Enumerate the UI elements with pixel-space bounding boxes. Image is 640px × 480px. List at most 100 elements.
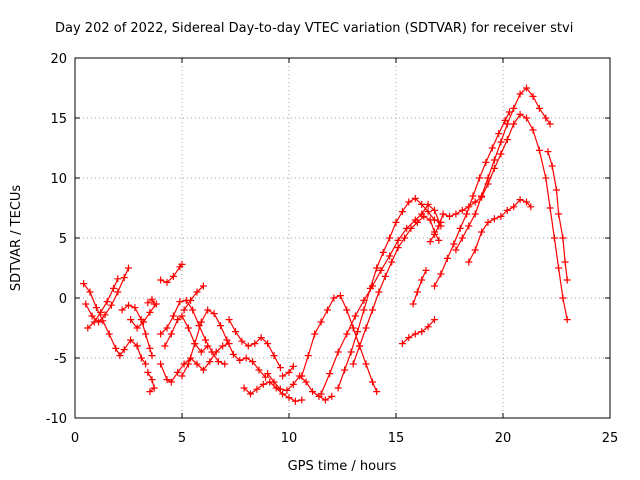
data-point <box>184 324 192 332</box>
data-point <box>424 200 432 208</box>
data-point <box>184 360 192 368</box>
data-point <box>510 120 518 128</box>
data-point <box>298 372 306 380</box>
data-point <box>330 294 338 302</box>
y-tick-label: 0 <box>59 292 67 307</box>
data-point <box>478 228 486 236</box>
data-point <box>236 356 244 364</box>
x-tick-label: 25 <box>602 431 619 446</box>
series-trace <box>401 319 436 345</box>
series-satellite-pass-7 <box>144 368 158 396</box>
data-point <box>285 368 293 376</box>
data-point <box>523 198 530 206</box>
data-point <box>148 352 156 360</box>
data-point <box>550 234 558 242</box>
y-tick-label: 10 <box>50 172 67 187</box>
data-point <box>349 324 357 332</box>
data-point <box>426 238 434 246</box>
series-trace <box>320 203 442 395</box>
series-trace <box>455 87 551 251</box>
data-point <box>199 282 207 290</box>
grid <box>75 58 610 418</box>
data-point <box>516 110 524 118</box>
y-axis-label: SDTVAR / TECUs <box>9 185 24 292</box>
series-satellite-pass-9 <box>157 260 186 286</box>
data-point <box>150 300 158 308</box>
data-point <box>503 136 511 144</box>
data-point <box>334 384 342 392</box>
data-point <box>257 334 265 342</box>
data-point <box>458 206 466 214</box>
x-tick-label: 5 <box>178 431 186 446</box>
data-point <box>324 306 331 314</box>
data-point <box>373 264 381 272</box>
data-point <box>431 282 438 290</box>
series-satellite-pass-28 <box>465 196 535 266</box>
data-point <box>373 388 381 396</box>
data-point <box>529 92 537 100</box>
data-point <box>407 224 415 232</box>
data-point <box>377 266 385 274</box>
data-point <box>169 272 177 280</box>
data-point <box>247 390 254 398</box>
series-satellite-pass-4 <box>118 301 156 360</box>
data-point <box>191 340 199 348</box>
data-point <box>221 360 229 368</box>
series-satellite-pass-12 <box>161 312 212 356</box>
data-point <box>84 324 92 332</box>
data-point <box>178 372 186 380</box>
series-trace <box>183 285 204 311</box>
data-point <box>431 316 438 324</box>
data-point <box>253 385 261 393</box>
data-point <box>163 376 171 384</box>
data-point <box>204 342 212 350</box>
data-point <box>336 292 344 300</box>
data-point <box>279 372 287 380</box>
data-point <box>238 337 246 345</box>
y-tick-label: -10 <box>46 412 67 427</box>
data-point <box>264 370 272 378</box>
data-point <box>405 198 413 206</box>
data-point <box>542 114 550 122</box>
data-point <box>144 368 152 376</box>
data-point <box>328 392 336 400</box>
y-tick-label: -5 <box>54 352 67 367</box>
data-point <box>125 301 132 309</box>
y-tick-label: 20 <box>50 52 67 67</box>
data-point <box>497 150 505 158</box>
data-point <box>424 323 432 331</box>
data-point <box>490 156 498 164</box>
x-axis-label: GPS time / hours <box>288 459 397 474</box>
data-point <box>144 299 152 307</box>
data-point <box>137 354 145 362</box>
data-point <box>140 318 147 326</box>
data-point <box>394 244 402 252</box>
data-point <box>326 370 334 378</box>
data-point <box>249 358 257 366</box>
series-satellite-pass-29 <box>544 148 571 284</box>
data-point <box>255 366 263 374</box>
axes: 0 5 10 15 20 25 -10 -5 0 5 10 15 20 <box>46 52 619 446</box>
data-point <box>114 275 122 283</box>
data-point <box>469 192 477 200</box>
series-satellite-pass-27 <box>431 108 513 290</box>
data-point <box>317 390 325 398</box>
data-point <box>142 330 150 338</box>
data-point <box>176 298 184 306</box>
data-point <box>341 366 349 374</box>
data-point <box>92 304 100 312</box>
data-point <box>193 360 201 368</box>
data-point <box>503 206 511 214</box>
data-point <box>169 312 177 320</box>
data-point <box>309 388 316 396</box>
data-point <box>120 274 128 282</box>
data-point <box>334 348 342 356</box>
data-point <box>146 344 154 352</box>
data-point <box>298 396 306 404</box>
data-point <box>349 360 357 368</box>
data-point <box>107 301 115 309</box>
data-point <box>163 278 171 286</box>
data-point <box>362 360 370 368</box>
data-point <box>157 276 165 284</box>
